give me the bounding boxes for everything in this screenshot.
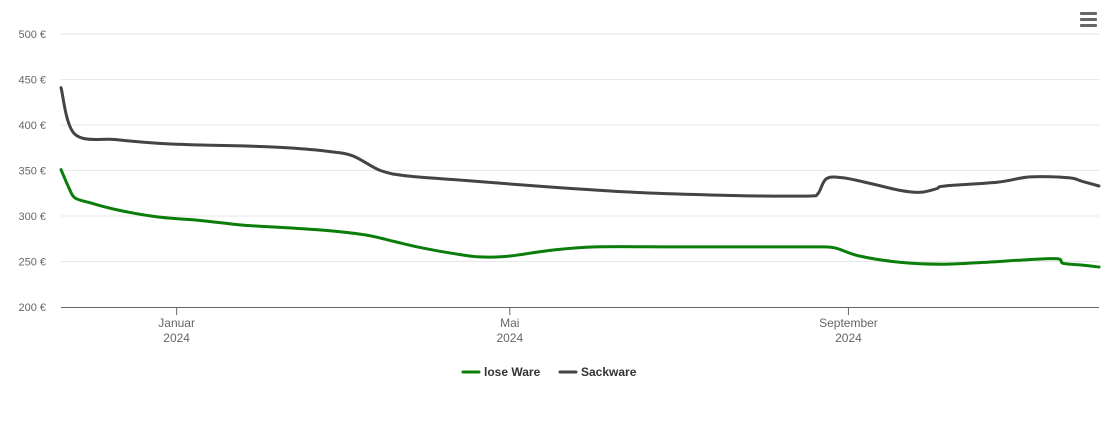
legend-item[interactable]: Sackware xyxy=(558,365,637,379)
menu-bar xyxy=(1079,17,1097,21)
y-tick-label: 350 € xyxy=(18,166,46,178)
x-tick-month: Mai xyxy=(500,316,519,330)
legend-label: lose Ware xyxy=(484,365,541,379)
y-tick-label: 500 € xyxy=(18,29,46,41)
y-axis: 200 € 250 € 300 € 350 € 400 € 450 € 500 € xyxy=(18,29,46,314)
legend-item[interactable]: lose Ware xyxy=(461,365,541,379)
menu-bar xyxy=(1079,23,1097,27)
y-tick-label: 400 € xyxy=(18,120,46,132)
x-tick-year: 2024 xyxy=(835,331,862,345)
y-tick-label: 300 € xyxy=(18,211,46,223)
x-tick-month: Januar xyxy=(158,316,195,330)
x-tick-year: 2024 xyxy=(496,331,523,345)
x-tick-month: September xyxy=(819,316,878,330)
legend-label: Sackware xyxy=(581,365,637,379)
series-line-sackware xyxy=(59,86,1101,198)
y-tick-label: 450 € xyxy=(18,75,46,87)
series-line-lose-ware xyxy=(59,168,1101,269)
y-tick-label: 200 € xyxy=(18,302,46,314)
legend[interactable]: lose Ware Sackware xyxy=(461,365,637,379)
hamburger-menu-icon[interactable] xyxy=(1076,8,1100,30)
grid-lines xyxy=(61,33,1099,262)
series-group xyxy=(59,86,1101,269)
menu-bar xyxy=(1079,11,1097,15)
x-tick-year: 2024 xyxy=(163,331,190,345)
y-tick-label: 250 € xyxy=(18,257,46,269)
